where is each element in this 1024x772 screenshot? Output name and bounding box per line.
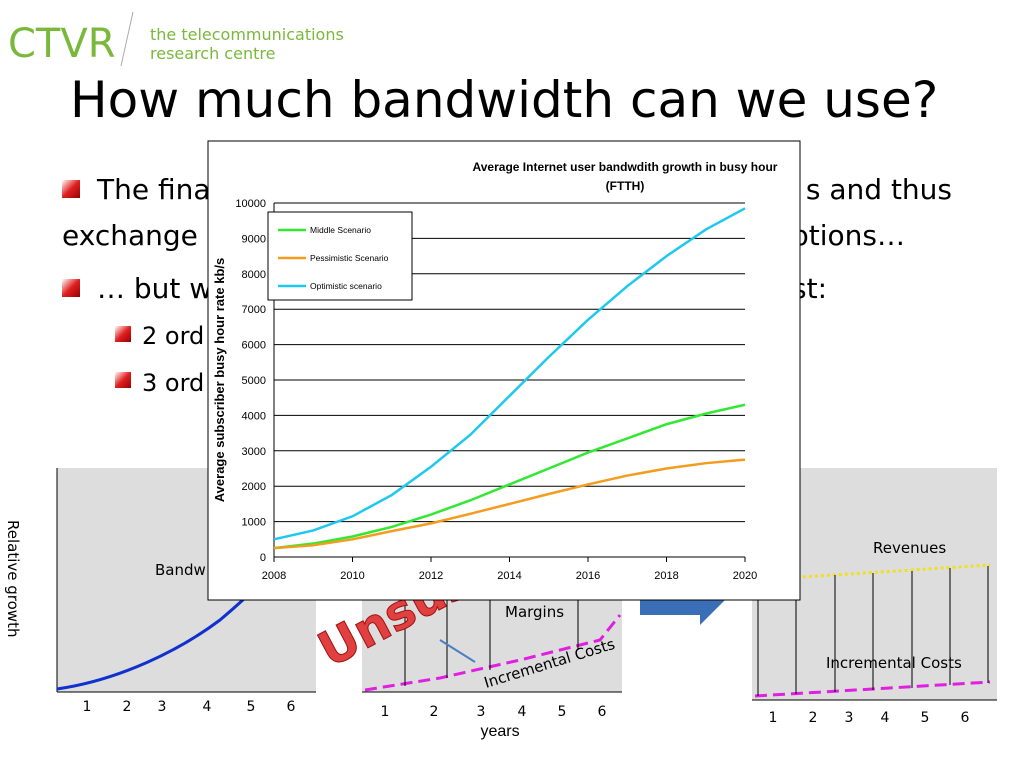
logo-sub: the telecommunications [150, 25, 344, 44]
series-line [273, 403, 746, 550]
bullet [62, 180, 80, 198]
x-tick-label: 4 [518, 704, 527, 720]
chart-title: (FTTH) [606, 179, 645, 193]
x-tick-label: 1 [769, 710, 778, 726]
y-tick-label: 10000 [235, 198, 266, 210]
y-tick-label: 9000 [242, 233, 266, 245]
chart-title: Average Internet user bandwdith growth i… [473, 160, 778, 174]
bullet-text: The fina [96, 173, 211, 206]
x-tick-label: 5 [558, 704, 567, 720]
logo: CTVR [8, 21, 116, 67]
x-tick-label: 1 [83, 699, 92, 715]
revenues-label: Revenues [873, 539, 946, 557]
x-tick-label: 2 [430, 704, 439, 720]
bullet [115, 326, 131, 342]
series-line [273, 207, 746, 541]
x-tick-label: 2010 [340, 570, 364, 582]
y-tick-label: 7000 [242, 304, 266, 316]
x-tick-label: 4 [881, 710, 890, 726]
costs-label: Incremental Costs [826, 654, 962, 672]
margins-label: Margins [505, 603, 564, 621]
pointer [439, 639, 476, 663]
bullet-text: 2 ord [142, 322, 204, 350]
bullet-text: s and thus [806, 173, 952, 206]
x-tick-label: 5 [921, 710, 930, 726]
x-tick-label: 3 [477, 704, 486, 720]
bullet-text: ptions… [791, 219, 905, 252]
x-tick-label: 2014 [497, 570, 521, 582]
x-tick-label: 2 [809, 710, 818, 726]
series-line [273, 458, 746, 550]
legend-label: Pessimistic Scenario [310, 253, 389, 263]
x-tick-label: 2008 [262, 570, 286, 582]
x-tick-label: 6 [961, 710, 970, 726]
y-label: Relative growth [4, 520, 22, 637]
x-tick-label: 6 [287, 699, 296, 715]
bullet-text: 3 ord [142, 369, 204, 397]
margin-arrows [404, 600, 579, 686]
x-tick-label: 2016 [576, 570, 600, 582]
chart: Average Internet user bandwdith growth i… [207, 140, 801, 601]
x-tick-label: 2018 [654, 570, 678, 582]
x-tick-label: 6 [598, 704, 607, 720]
y-axis-title: Average subscriber busy hour rate kb/s [212, 258, 227, 502]
logo-sub: research centre [150, 44, 275, 63]
x-tick-label: 3 [158, 699, 167, 715]
bullet-text: exchange [62, 219, 198, 252]
x-tick-label: 2020 [733, 570, 757, 582]
curve-label: Bandw [155, 561, 206, 579]
x-title: years [480, 723, 519, 740]
y-tick-label: 5000 [242, 375, 266, 387]
logo-divider [120, 11, 134, 67]
y-tick-label: 2000 [242, 481, 266, 493]
x-tick-label: 3 [845, 710, 854, 726]
bullet [62, 279, 80, 297]
y-tick-label: 6000 [242, 340, 266, 352]
y-tick-label: 8000 [242, 269, 266, 281]
legend-label: Optimistic scenario [310, 281, 382, 291]
legend-label: Middle Scenario [310, 225, 371, 235]
y-tick-label: 1000 [242, 517, 266, 529]
x-tick-label: 2012 [419, 570, 443, 582]
y-tick-label: 0 [260, 552, 266, 564]
slide-title: How much bandwidth can we use? [70, 71, 938, 129]
y-tick-label: 4000 [242, 410, 266, 422]
bullet [115, 372, 131, 388]
y-tick-label: 3000 [242, 446, 266, 458]
x-tick-label: 1 [381, 704, 390, 720]
chart-frame [207, 140, 801, 601]
x-tick-label: 2 [123, 699, 132, 715]
x-tick-label: 4 [203, 699, 212, 715]
x-tick-label: 5 [247, 699, 256, 715]
bullet-text: … but w [97, 272, 212, 305]
